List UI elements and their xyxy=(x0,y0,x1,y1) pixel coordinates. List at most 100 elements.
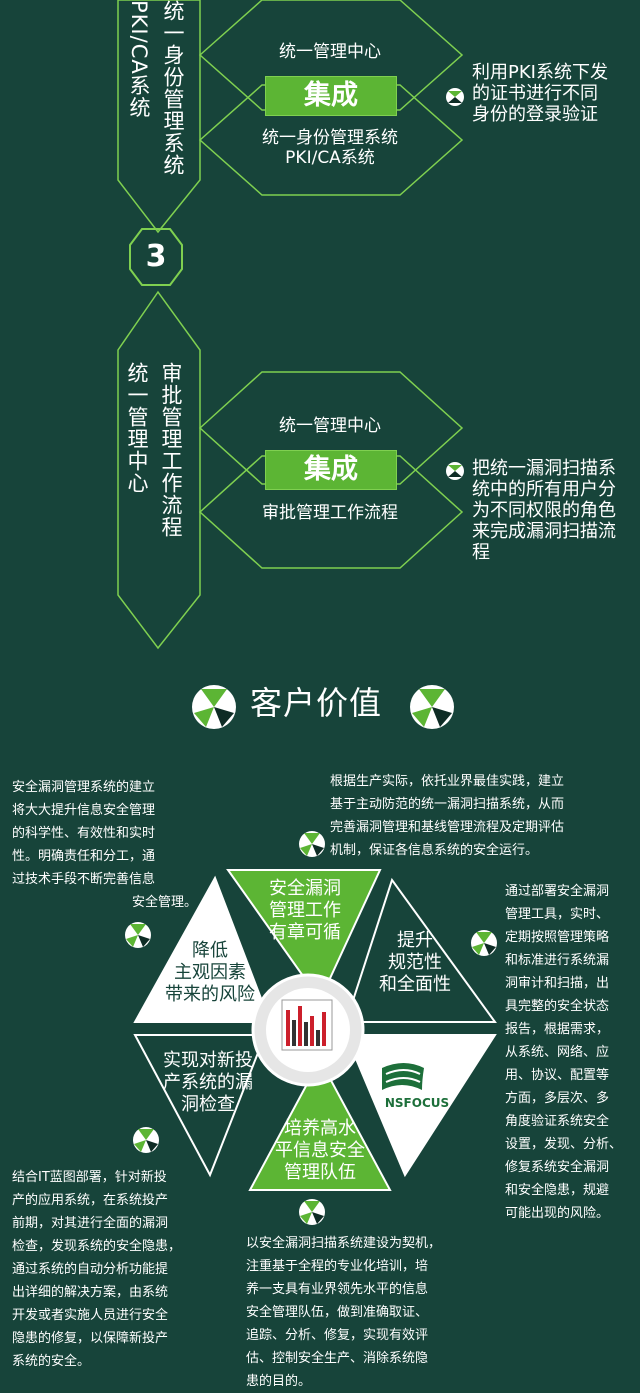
side-note-pki: 利用PKI系统下发 的证书进行不同 身份的登录验证 xyxy=(472,62,637,125)
note-r-line-1: 通过部署安全漏洞 xyxy=(505,884,610,899)
vertical-label-part-d: 份 xyxy=(161,66,185,88)
note-bl-line-5: 通过系统的自动分析功能提 xyxy=(12,1262,169,1277)
note-bl-line-6: 出详细的解决方案，由系统 xyxy=(12,1285,169,1300)
note-bc-line-7: 患的目的。 xyxy=(246,1374,312,1389)
note-tl-line-2: 将大大提升信息安全管理 xyxy=(12,803,156,818)
note-bc-line-5: 追踪、分析、修复，实现有效评 xyxy=(246,1328,429,1343)
note-r-line-5: 洞审计和扫描，出 xyxy=(505,976,610,991)
note-tl-line-5: 过技术手段不断完善信息 xyxy=(12,872,156,887)
note-r-line-11: 角度验证系统安全 xyxy=(505,1114,610,1129)
note-bc-line-2: 注重基于全程的专业化培训，培 xyxy=(246,1259,429,1274)
integrate-bar-a: 集成 xyxy=(265,76,397,116)
note-tc-line-3: 完善漏洞管理和基线管理流程及定期评估 xyxy=(330,820,565,835)
hex-label-identity-line-1: 统一身份管理系统 xyxy=(262,128,398,148)
vertical-label-part-f: 理 xyxy=(161,110,185,132)
hex-label-management-center-b: 统一管理中心 xyxy=(279,416,381,436)
side-note-approval-line-1: 把统一漏洞扫描系 xyxy=(472,458,616,479)
note-r-line-15: 可能出现的风险。 xyxy=(505,1206,610,1221)
tri-circle-icon xyxy=(471,930,497,956)
petal-ur-line-2: 规范性 xyxy=(388,952,442,973)
side-note-pki-line-2: 的证书进行不同 xyxy=(472,83,598,104)
hex-label-approval-workflow: 审批管理工作流程 xyxy=(262,503,398,523)
note-bc-line-3: 养一支具有业界领先水平的信息 xyxy=(246,1282,429,1297)
note-bl-line-8: 隐患的修复，以保障新投产 xyxy=(12,1331,169,1346)
side-note-pki-line-3: 身份的登录验证 xyxy=(472,104,598,125)
note-tc-line-2: 基于主动防范的统一漏洞扫描系统，从而 xyxy=(330,797,565,812)
side-note-pki-line-1: 利用PKI系统下发 xyxy=(472,62,608,83)
petal-b-line-1: 培养高水 xyxy=(284,1118,356,1139)
tri-circle-icon xyxy=(446,88,464,106)
petal-top-line-3: 有章可循 xyxy=(269,922,341,943)
vertical-label-part-h: 统 xyxy=(161,154,185,176)
note-bl-line-2: 产的应用系统，在系统投产 xyxy=(12,1193,169,1208)
note-right: 通过部署安全漏洞 管理工具，实时、 定期按照管理策略 和标准进行系统漏 洞审计和… xyxy=(505,880,637,1225)
petal-top-line-2: 管理工作 xyxy=(269,900,341,921)
step-number-badge: 3 xyxy=(130,234,182,280)
hex-label-identity-system: 统一身份管理系统 PKI/CA系统 xyxy=(225,128,435,168)
petal-label-top: 安全漏洞 管理工作 有章可循 xyxy=(250,878,360,944)
petal-label-upper-right: 提升 规范性 和全面性 xyxy=(360,930,470,996)
vertical-label-identity-system: 统一身份管理系统 xyxy=(158,0,188,230)
petal-ul-line-2: 主观因素 xyxy=(174,962,246,983)
note-r-line-14: 和安全隐患，规避 xyxy=(505,1183,610,1198)
note-r-line-9: 用、协议、配置等 xyxy=(505,1068,610,1083)
note-tl-line-1: 安全漏洞管理系统的建立 xyxy=(12,780,156,795)
petal-label-lower-left: 实现对新投 产系统的漏 洞检查 xyxy=(148,1050,268,1116)
vertical-label-approval-workflow: 审批管理工作流程 xyxy=(159,362,183,538)
petal-ll-line-2: 产系统的漏 xyxy=(163,1072,253,1093)
petal-top-line-1: 安全漏洞 xyxy=(269,878,341,899)
tri-circle-icon xyxy=(446,462,464,480)
note-tl-line-6: 安全管理。 xyxy=(131,895,197,910)
note-bl-line-3: 前期，对其进行全面的漏洞 xyxy=(12,1216,169,1231)
note-bl-line-1: 结合IT蓝图部署，针对新投 xyxy=(12,1170,167,1185)
vertical-label-part-a: 统 xyxy=(161,0,185,22)
note-bl-line-9: 系统的安全。 xyxy=(12,1354,91,1369)
vertical-label-part-e: 管 xyxy=(161,88,185,110)
nsfocus-logo-text: NSFOCUS xyxy=(384,1096,450,1110)
note-r-line-13: 修复系统安全漏洞 xyxy=(505,1160,610,1175)
note-tc-line-1: 根据生产实际，依托业界最佳实践，建立 xyxy=(330,774,565,789)
hex-label-identity-line-2: PKI/CA系统 xyxy=(285,148,375,168)
note-r-line-2: 管理工具，实时、 xyxy=(505,907,610,922)
note-tc-line-4: 机制，保证各信息系统的安全运行。 xyxy=(330,843,539,858)
section-title-customer-value: 客户价值 xyxy=(250,684,383,722)
integrate-bar-b: 集成 xyxy=(265,450,397,490)
side-note-approval-line-3: 为不同权限的角色 xyxy=(472,500,616,521)
vertical-label-part-c: 身 xyxy=(161,44,185,66)
note-r-line-12: 设置，发现、分析、 xyxy=(505,1137,623,1152)
tri-circle-icon xyxy=(133,1127,159,1153)
petal-ll-line-3: 洞检查 xyxy=(181,1094,235,1115)
note-bc-line-6: 估、控制安全生产、消除系统隐 xyxy=(246,1351,429,1366)
note-r-line-7: 报告，根据需求， xyxy=(505,1022,610,1037)
note-bl-line-4: 检查，发现系统的安全隐患， xyxy=(12,1239,182,1254)
vertical-label-part-b: 一 xyxy=(161,22,185,44)
petal-b-line-2: 平信息安全 xyxy=(275,1140,365,1161)
hex-label-management-center-a: 统一管理中心 xyxy=(279,42,381,62)
tri-circle-icon xyxy=(192,685,236,729)
petal-b-line-3: 管理队伍 xyxy=(284,1162,356,1183)
note-bc-line-4: 安全管理队伍，做到准确取证、 xyxy=(246,1305,429,1320)
note-tl-line-4: 性。明确责任和分工，通 xyxy=(12,849,156,864)
note-top-center: 根据生产实际，依托业界最佳实践，建立 基于主动防范的统一漏洞扫描系统，从而 完善… xyxy=(330,770,615,862)
vertical-label-management-center: 统一管理中心 xyxy=(125,362,149,494)
petal-label-bottom: 培养高水 平信息安全 管理队伍 xyxy=(260,1118,380,1184)
note-r-line-4: 和标准进行系统漏 xyxy=(505,953,610,968)
petal-ur-line-3: 和全面性 xyxy=(379,974,451,995)
side-note-approval-line-2: 统中的所有用户分 xyxy=(472,479,616,500)
vertical-label-pki-ca: PKI/CA系统 xyxy=(127,0,151,119)
note-bc-line-1: 以安全漏洞扫描系统建设为契机， xyxy=(246,1236,442,1251)
side-note-approval-line-5: 程 xyxy=(472,542,490,563)
side-note-approval-line-4: 来完成漏洞扫描流 xyxy=(472,521,616,542)
note-r-line-10: 方面，多层次、多 xyxy=(505,1091,610,1106)
note-r-line-8: 从系统、网络、应 xyxy=(505,1045,610,1060)
tri-circle-icon xyxy=(299,1199,325,1225)
petal-ur-line-1: 提升 xyxy=(397,930,433,951)
note-bottom-center: 以安全漏洞扫描系统建设为契机， 注重基于全程的专业化培训，培 养一支具有业界领先… xyxy=(246,1232,481,1393)
petal-ll-line-1: 实现对新投 xyxy=(163,1050,253,1071)
note-tl-line-3: 的科学性、有效性和实时 xyxy=(12,826,156,841)
note-top-left: 安全漏洞管理系统的建立 将大大提升信息安全管理 的科学性、有效性和实时 性。明确… xyxy=(12,776,197,914)
petal-ul-line-1: 降低 xyxy=(192,940,228,961)
note-bl-line-7: 开发或者实施人员进行安全 xyxy=(12,1308,169,1323)
